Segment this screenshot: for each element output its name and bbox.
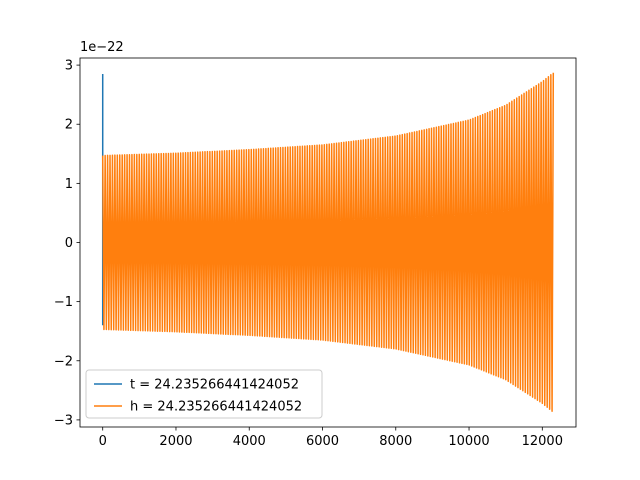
x-tick-label: 0	[99, 434, 107, 449]
y-tick-label: −2	[54, 354, 73, 369]
legend-label: h = 24.235266441424052	[130, 400, 302, 415]
y-tick-label: −1	[54, 295, 73, 310]
y-tick-label: −3	[54, 413, 73, 428]
legend: t = 24.235266441424052 h = 24.23526644142…	[85, 369, 323, 419]
x-tick-label: 8000	[379, 434, 412, 449]
x-tick-label: 2000	[159, 434, 192, 449]
y-tick-label: 1	[65, 177, 73, 192]
x-tick-label: 10000	[448, 434, 489, 449]
series-layer	[101, 72, 555, 412]
y-tick-label: 2	[65, 118, 73, 133]
axes-layer: 0 2000 4000 6000 8000 10000 12000 −3 −2 −1 0 1 2 3	[54, 57, 577, 449]
x-tick-label: 4000	[233, 434, 266, 449]
y-offset-label: 1e−22	[80, 40, 124, 55]
legend-label: t = 24.235266441424052	[130, 378, 299, 393]
y-tick-label: 0	[65, 236, 73, 251]
series-h-line	[101, 72, 555, 412]
x-tick-label: 6000	[306, 434, 339, 449]
x-tick-label: 12000	[522, 434, 563, 449]
y-tick-label: 3	[65, 59, 73, 74]
legend-box	[85, 369, 323, 419]
